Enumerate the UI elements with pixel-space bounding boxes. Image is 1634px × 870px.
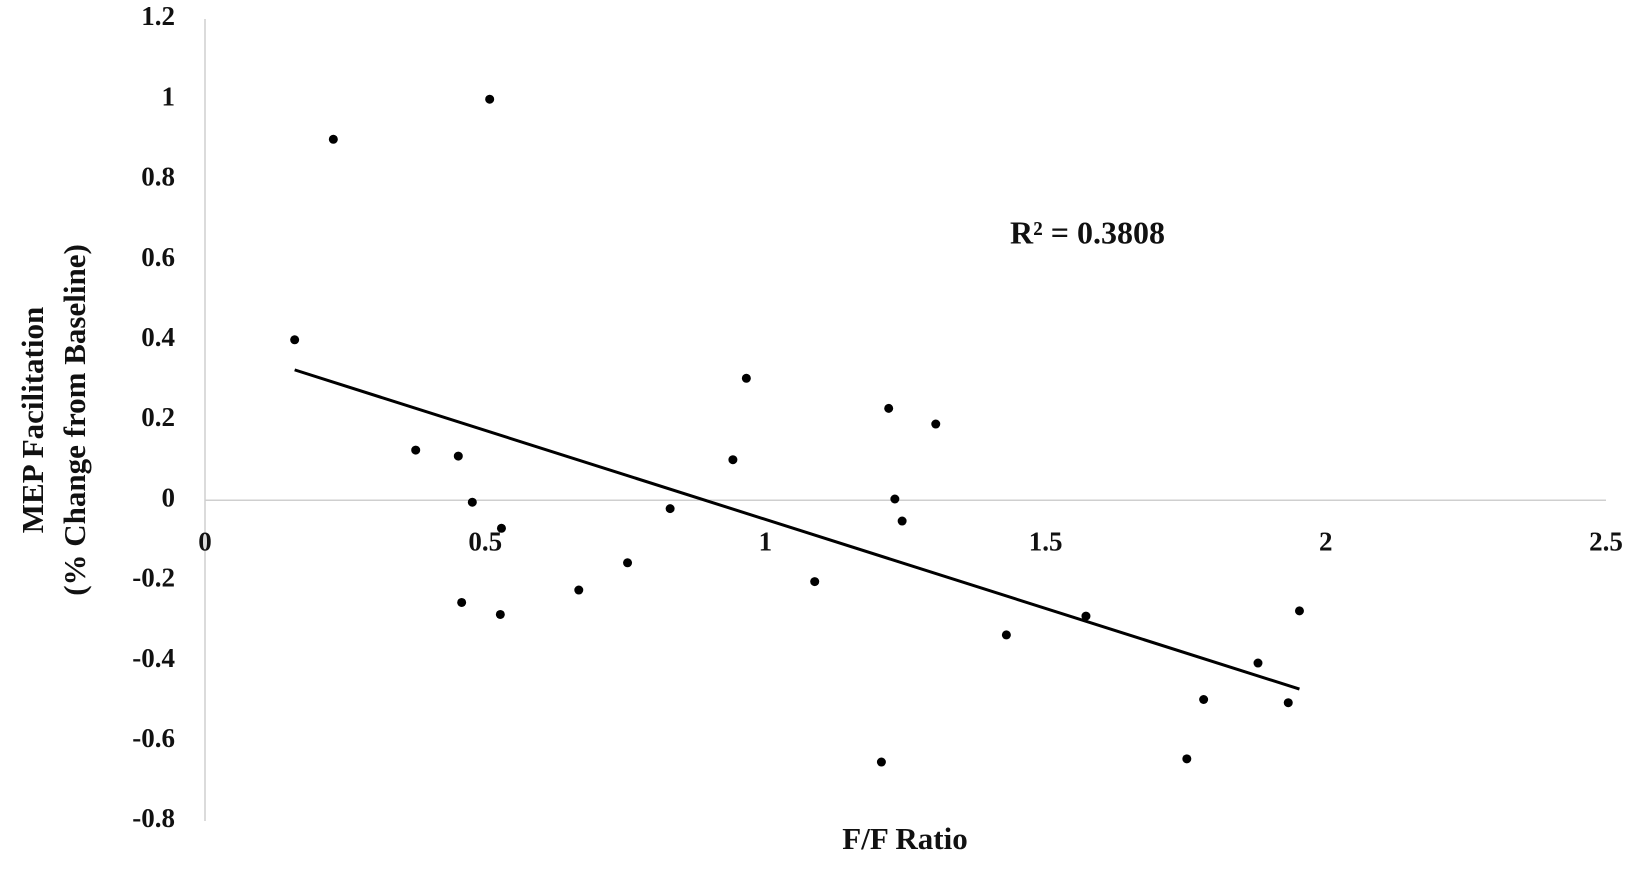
- x-tick-label: 1.5: [1029, 526, 1063, 556]
- point: [496, 523, 506, 533]
- x-tick-label: 2.5: [1589, 526, 1623, 556]
- point: [467, 497, 477, 507]
- point: [1001, 630, 1011, 640]
- point: [453, 451, 463, 461]
- point: [328, 134, 338, 144]
- point: [897, 516, 907, 526]
- point: [411, 445, 421, 455]
- point: [884, 403, 894, 413]
- y-tick-label: 0.6: [141, 242, 175, 272]
- y-tick-label: 1: [162, 81, 176, 111]
- point: [1253, 658, 1263, 668]
- point: [741, 373, 751, 383]
- point: [728, 455, 738, 465]
- point: [1294, 606, 1304, 616]
- y-tick-label: -0.2: [132, 563, 175, 593]
- r-squared-annotation: R² = 0.3808: [1010, 214, 1165, 250]
- y-tick-label: 0.8: [141, 162, 175, 192]
- point: [876, 757, 886, 767]
- point: [890, 494, 900, 504]
- point: [931, 419, 941, 429]
- point: [457, 597, 467, 607]
- x-tick-label: 0.5: [468, 526, 502, 556]
- y-tick-label: -0.8: [132, 803, 175, 833]
- y-tick-label: -0.6: [132, 723, 175, 753]
- point: [1199, 694, 1209, 704]
- point: [1182, 754, 1192, 764]
- point: [485, 94, 495, 104]
- point: [623, 558, 633, 568]
- y-tick-label: 0.2: [141, 402, 175, 432]
- y-axis-title: (% Change from Baseline): [57, 244, 92, 596]
- y-axis-title: MEP Facilitation: [15, 307, 50, 533]
- x-axis-title: F/F Ratio: [842, 821, 967, 856]
- x-tick-label: 2: [1319, 526, 1333, 556]
- trendline: [294, 368, 1300, 691]
- point: [810, 577, 820, 587]
- point: [495, 609, 505, 619]
- y-tick-label: 0.4: [141, 322, 175, 352]
- y-tick-label: 0: [162, 482, 176, 512]
- point: [1283, 698, 1293, 708]
- y-tick-label: -0.4: [132, 643, 175, 673]
- point: [665, 504, 675, 514]
- point: [574, 585, 584, 595]
- point: [290, 335, 300, 345]
- x-tick-label: 1: [759, 526, 773, 556]
- x-tick-label: 0: [198, 526, 212, 556]
- y-tick-label: 1.2: [141, 1, 175, 31]
- point: [1081, 611, 1091, 621]
